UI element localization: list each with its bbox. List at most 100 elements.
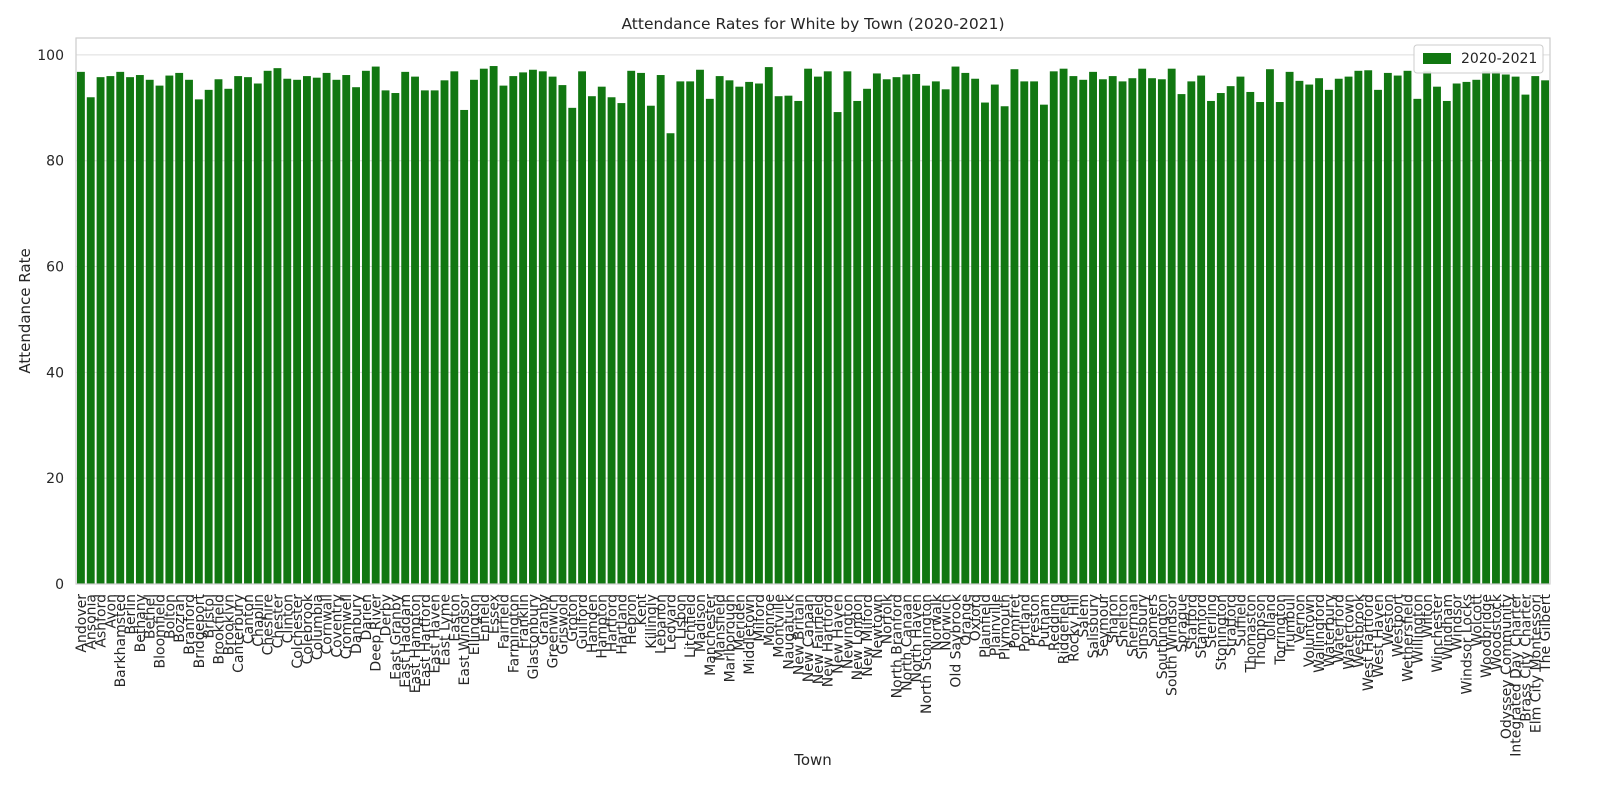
x-tick-label: Coventry (329, 594, 345, 658)
x-tick-label: Winchester (1430, 594, 1446, 673)
bar-plainfield (981, 102, 989, 584)
bar-hampton (597, 86, 606, 585)
x-tick-label: Elm City Montessori (1528, 594, 1544, 733)
bar-montville (774, 96, 783, 584)
x-tick-label: Westport (1391, 593, 1407, 657)
bar-mansfield (715, 76, 724, 585)
x-tick-label: New Milford (860, 594, 876, 677)
bar-ansonia (86, 97, 95, 585)
bar-oxford (971, 78, 980, 584)
y-axis-ticks: 0 20 40 60 80 100 (37, 48, 64, 593)
bar-woodbridge (1482, 70, 1491, 585)
bar-westbrook (1354, 70, 1363, 585)
x-tick-label: Thomaston (1243, 594, 1259, 673)
bar-old-saybrook (951, 66, 960, 585)
x-tick-label: Willington (1410, 594, 1426, 664)
bar-wethersfield (1403, 70, 1412, 585)
x-tick-label: Essex (487, 594, 503, 634)
x-axis-label: Town (793, 751, 832, 769)
x-tick-label: Monroe (762, 594, 778, 646)
y-tick-label: 60 (46, 260, 64, 276)
x-tick-label: Weston (1381, 594, 1397, 646)
bar-sterling (1207, 100, 1215, 585)
bar-granby (538, 71, 547, 584)
x-tick-label: Vernon (1292, 594, 1308, 643)
bar-waterford (1334, 78, 1343, 584)
x-tick-label: Pomfret (1007, 594, 1023, 649)
x-tick-label: Ansonia (84, 594, 100, 650)
bar-windsor (1452, 83, 1461, 584)
x-tick-label: Tolland (1263, 594, 1279, 644)
bar-newtown (872, 73, 881, 584)
bar-new-milford (863, 88, 871, 584)
bar-wolcott (1472, 79, 1481, 584)
x-tick-label: Madison (693, 594, 709, 652)
bar-wilton (1423, 70, 1432, 585)
bar-east-granby (391, 93, 400, 584)
x-tick-label: Derby (379, 594, 395, 636)
x-tick-label: Milford (752, 594, 768, 642)
x-tick-label: Hampton (595, 594, 611, 659)
x-tick-label: Clinton (280, 594, 296, 643)
x-tick-label: Waterford (1332, 594, 1348, 663)
bar-bozrah (175, 72, 184, 584)
bar-stafford (1187, 81, 1196, 584)
bar-salem (1079, 79, 1088, 584)
x-tick-label: Salisbury (1086, 594, 1102, 658)
bar-new-fairfield (813, 76, 822, 584)
x-tick-label: Waterbury (1322, 594, 1338, 667)
x-tick-label: Branford (182, 594, 198, 655)
x-tick-label: West Hartford (1361, 594, 1377, 691)
bar-redding (1049, 71, 1058, 584)
x-tick-label: Easton (447, 594, 463, 642)
x-tick-label: Newtown (870, 594, 886, 659)
bar-colchester (293, 79, 302, 584)
x-tick-label: Westbrook (1351, 593, 1367, 668)
bar-east-haven (430, 90, 439, 585)
x-tick-label: The Gilbert (1538, 594, 1554, 673)
bar-brooklyn (224, 88, 233, 584)
x-tick-label: Bethany (133, 594, 149, 652)
chart-title: Attendance Rates for White by Town (2020… (621, 15, 1004, 33)
x-tick-label: Killingly (644, 594, 660, 649)
x-tick-label: Groton (565, 594, 581, 642)
x-tick-label: Farmington (506, 594, 522, 673)
bar-rocky-hill (1069, 76, 1078, 585)
bar-sprague (1177, 94, 1186, 585)
x-tick-label: Barkhamsted (113, 594, 129, 687)
bar-winchester (1433, 86, 1441, 585)
bar-madison (696, 69, 704, 584)
bar-newington (843, 71, 852, 584)
x-tick-label: North Canaan (899, 594, 915, 691)
x-tick-label: Watertown (1342, 594, 1358, 670)
bar-stonington (1216, 93, 1225, 584)
x-tick-label: Redding (1047, 594, 1063, 651)
x-tick-label: Torrington (1273, 594, 1289, 666)
x-tick-label: New London (850, 594, 866, 680)
x-tick-label: Bolton (162, 594, 178, 639)
x-tick-label: South Windsor (1165, 594, 1181, 696)
x-tick-label: New Britain (791, 594, 807, 675)
x-tick-label: Middletown (742, 594, 758, 675)
bar-marlborough (725, 80, 734, 584)
bar-lisbon (676, 81, 685, 584)
bar-bridgeport (194, 99, 203, 584)
x-tick-label: East Hartford (418, 594, 434, 687)
bar-easton (450, 71, 459, 584)
bar-east-hampton (411, 76, 419, 584)
bar-brass-city-charter (1521, 94, 1530, 584)
bar-norwich (941, 89, 950, 585)
legend-label: 2020-2021 (1461, 51, 1537, 67)
bar-new-london (853, 100, 862, 585)
x-tick-label: Bethel (143, 594, 159, 639)
bar-andover (76, 71, 85, 584)
bar-voluntown (1305, 84, 1314, 584)
x-tick-label: Seymour (1096, 594, 1112, 657)
x-tick-label: Colebrook (300, 593, 316, 664)
bar-cheshire (263, 70, 272, 585)
bar-canterbury (234, 76, 243, 585)
x-tick-label: Lisbon (673, 594, 689, 639)
bar-stamford (1197, 75, 1206, 584)
bar-avon (106, 76, 115, 585)
x-tick-label: Plainville (988, 594, 1004, 656)
